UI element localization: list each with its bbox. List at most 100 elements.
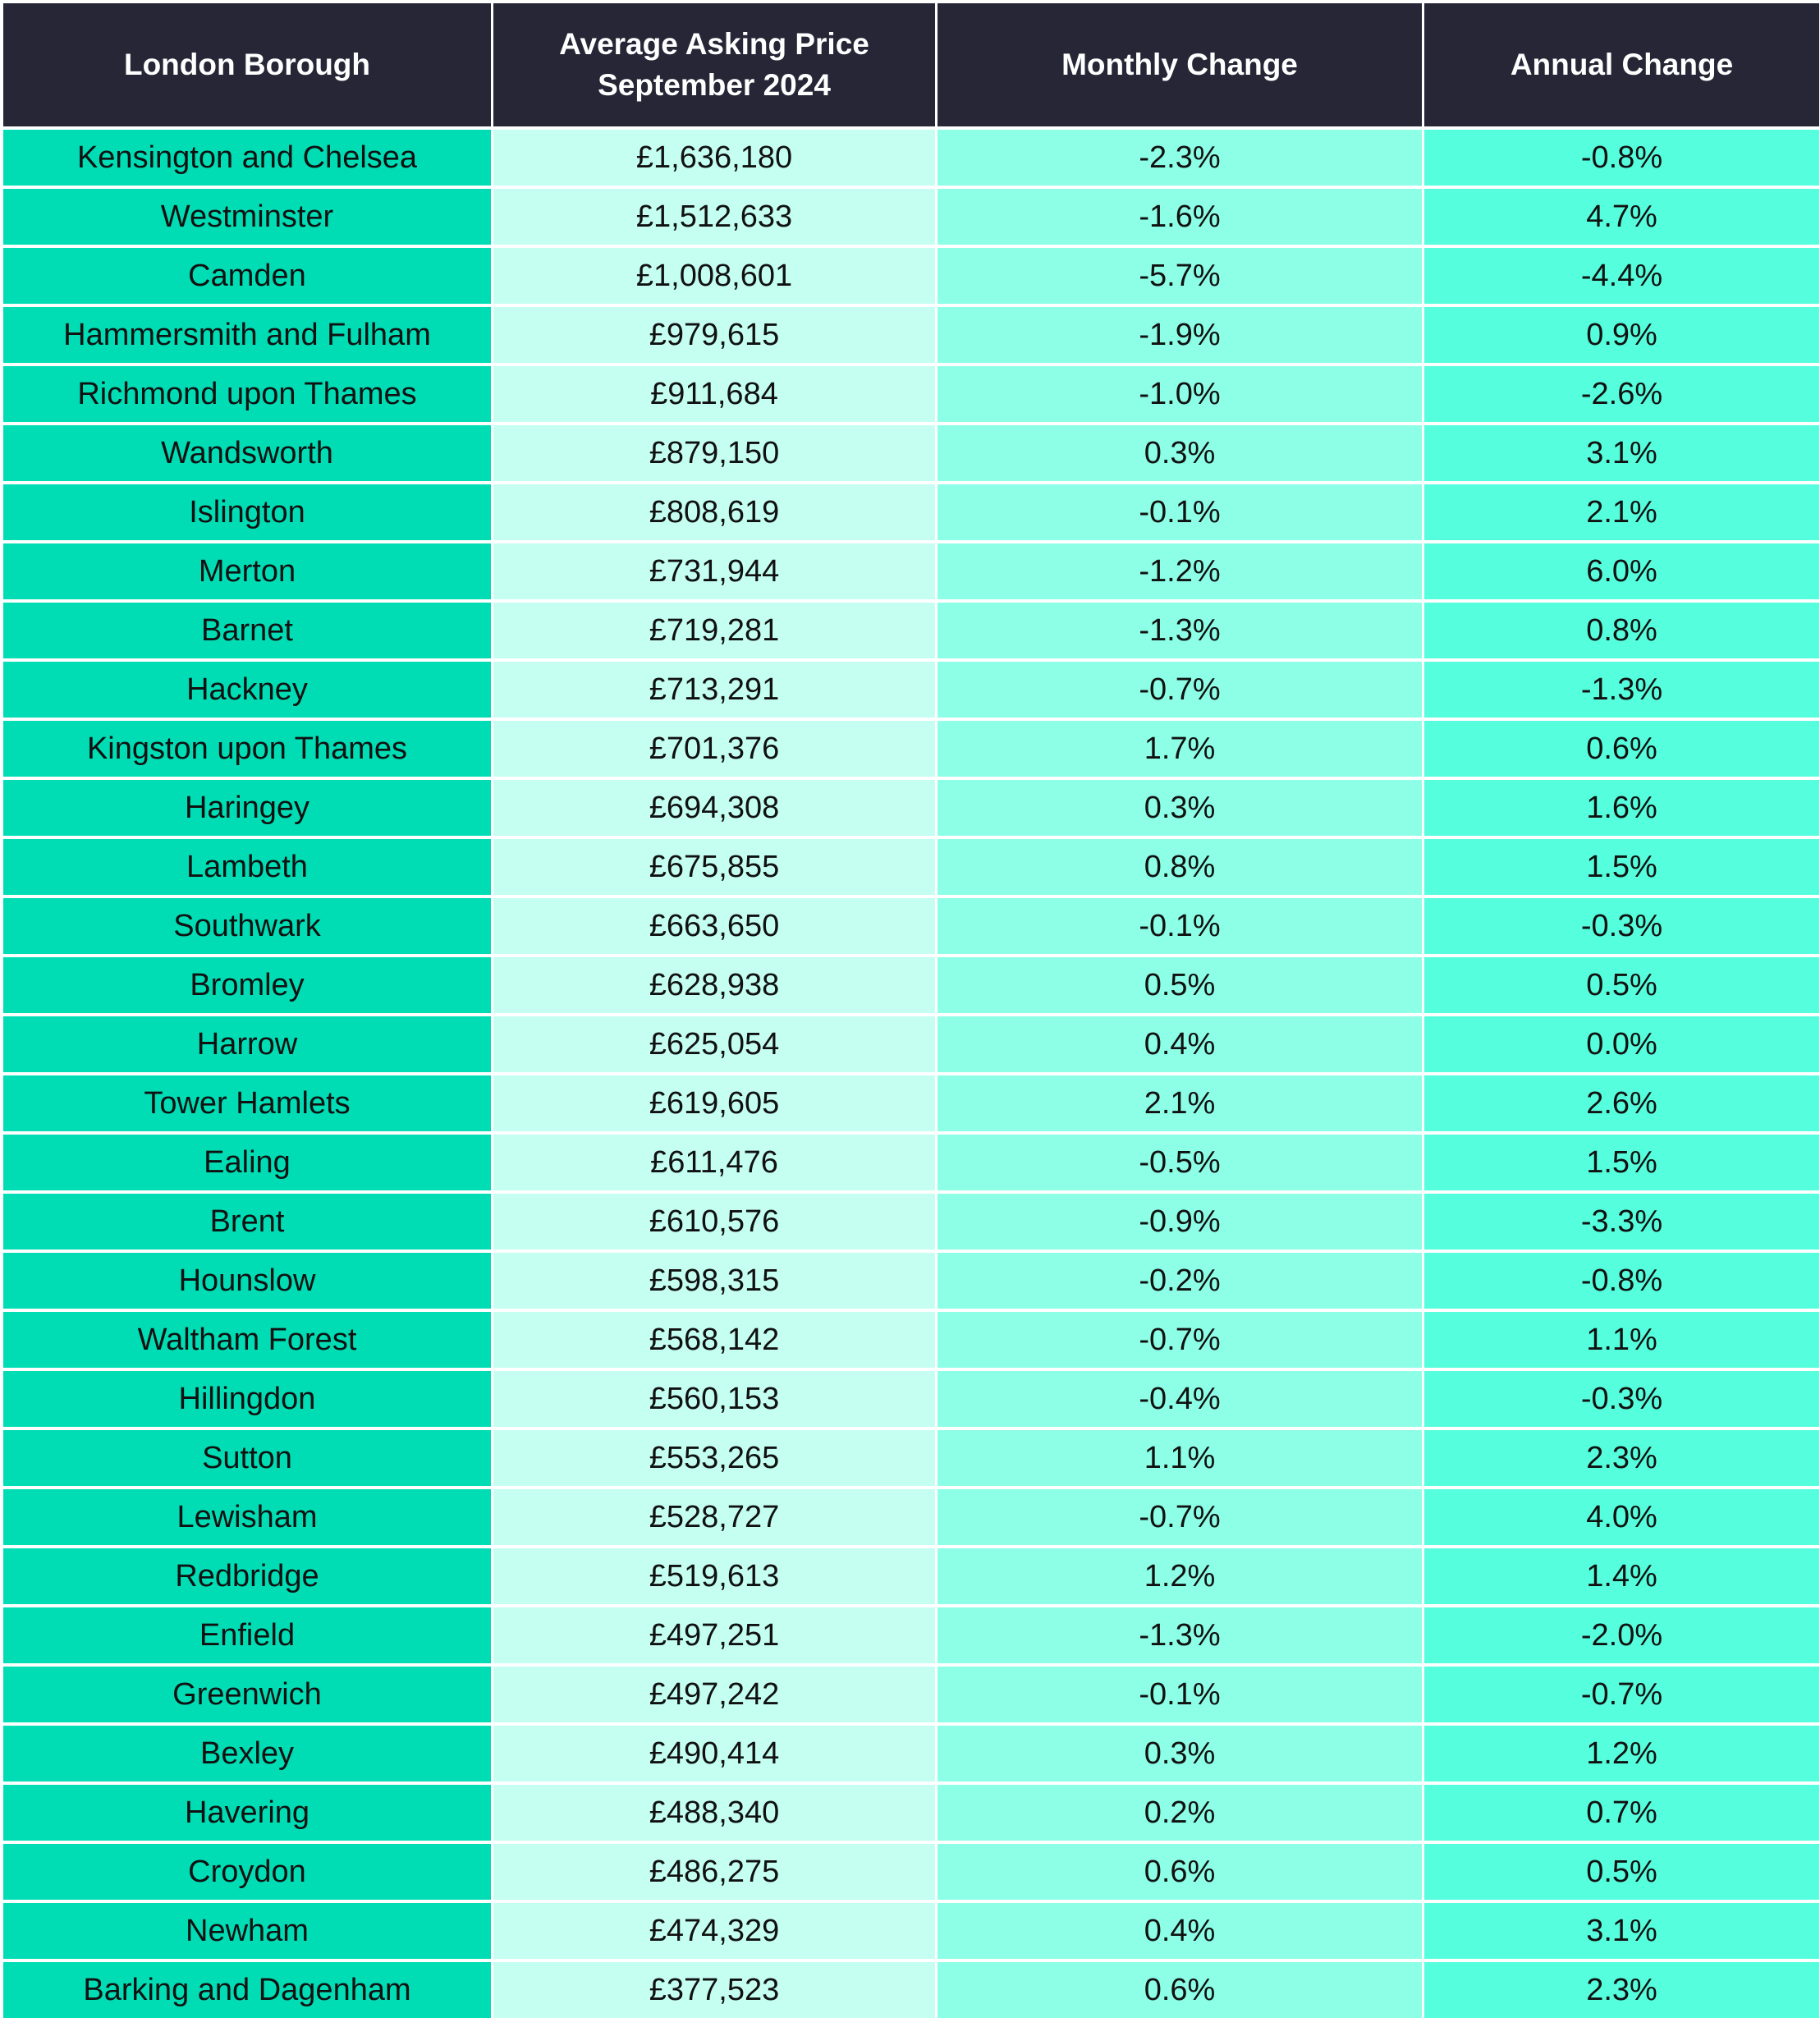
borough-cell: Islington (3, 484, 491, 540)
borough-cell: Southwark (3, 898, 491, 954)
monthly-change-cell: -0.1% (938, 1667, 1422, 1722)
price-cell: £694,308 (493, 780, 935, 836)
annual-change-cell: 6.0% (1424, 543, 1819, 599)
annual-change-cell: 2.6% (1424, 1075, 1819, 1131)
borough-cell: Bromley (3, 957, 491, 1013)
table-row: Bromley £628,938 0.5% 0.5% (3, 957, 1819, 1013)
header-borough: London Borough (3, 3, 491, 126)
table-row: Redbridge £519,613 1.2% 1.4% (3, 1548, 1819, 1604)
borough-cell: Ealing (3, 1135, 491, 1190)
borough-cell: Camden (3, 248, 491, 304)
borough-cell: Harrow (3, 1016, 491, 1072)
header-row: London Borough Average Asking Price Septe… (3, 3, 1819, 126)
borough-cell: Barking and Dagenham (3, 1962, 491, 2018)
table-row: Enfield £497,251 -1.3% -2.0% (3, 1607, 1819, 1663)
borough-cell: Bexley (3, 1726, 491, 1782)
annual-change-cell: 4.0% (1424, 1489, 1819, 1545)
table-row: Wandsworth £879,150 0.3% 3.1% (3, 425, 1819, 481)
borough-cell: Hammersmith and Fulham (3, 307, 491, 363)
monthly-change-cell: -0.1% (938, 898, 1422, 954)
table-row: Greenwich £497,242 -0.1% -0.7% (3, 1667, 1819, 1722)
borough-cell: Westminster (3, 189, 491, 245)
price-cell: £675,855 (493, 839, 935, 895)
annual-change-cell: -3.3% (1424, 1194, 1819, 1250)
monthly-change-cell: -2.3% (938, 130, 1422, 186)
annual-change-cell: -1.3% (1424, 662, 1819, 718)
borough-cell: Enfield (3, 1607, 491, 1663)
table-row: Islington £808,619 -0.1% 2.1% (3, 484, 1819, 540)
table-row: Bexley £490,414 0.3% 1.2% (3, 1726, 1819, 1782)
table-row: Kingston upon Thames £701,376 1.7% 0.6% (3, 721, 1819, 777)
annual-change-cell: -0.3% (1424, 898, 1819, 954)
table-row: Brent £610,576 -0.9% -3.3% (3, 1194, 1819, 1250)
price-cell: £488,340 (493, 1785, 935, 1841)
annual-change-cell: 0.8% (1424, 603, 1819, 658)
table-row: Kensington and Chelsea £1,636,180 -2.3% -0.… (3, 130, 1819, 186)
borough-cell: Waltham Forest (3, 1312, 491, 1368)
monthly-change-cell: 0.4% (938, 1903, 1422, 1959)
table-row: Barnet £719,281 -1.3% 0.8% (3, 603, 1819, 658)
price-cell: £663,650 (493, 898, 935, 954)
borough-cell: Sutton (3, 1430, 491, 1486)
monthly-change-cell: 0.5% (938, 957, 1422, 1013)
price-cell: £1,636,180 (493, 130, 935, 186)
table-row: Waltham Forest £568,142 -0.7% 1.1% (3, 1312, 1819, 1368)
price-cell: £553,265 (493, 1430, 935, 1486)
annual-change-cell: -0.8% (1424, 1253, 1819, 1309)
monthly-change-cell: 1.2% (938, 1548, 1422, 1604)
price-cell: £713,291 (493, 662, 935, 718)
table-row: Hounslow £598,315 -0.2% -0.8% (3, 1253, 1819, 1309)
annual-change-cell: -2.0% (1424, 1607, 1819, 1663)
table-row: Newham £474,329 0.4% 3.1% (3, 1903, 1819, 1959)
monthly-change-cell: 0.4% (938, 1016, 1422, 1072)
monthly-change-cell: 0.6% (938, 1844, 1422, 1900)
monthly-change-cell: -1.2% (938, 543, 1422, 599)
price-cell: £610,576 (493, 1194, 935, 1250)
header-monthly: Monthly Change (938, 3, 1422, 126)
price-cell: £611,476 (493, 1135, 935, 1190)
borough-cell: Lambeth (3, 839, 491, 895)
borough-cell: Greenwich (3, 1667, 491, 1722)
price-cell: £719,281 (493, 603, 935, 658)
monthly-change-cell: 0.6% (938, 1962, 1422, 2018)
borough-cell: Hillingdon (3, 1371, 491, 1427)
annual-change-cell: 1.2% (1424, 1726, 1819, 1782)
price-cell: £560,153 (493, 1371, 935, 1427)
table-row: Harrow £625,054 0.4% 0.0% (3, 1016, 1819, 1072)
table-row: Merton £731,944 -1.2% 6.0% (3, 543, 1819, 599)
price-cell: £1,512,633 (493, 189, 935, 245)
monthly-change-cell: -0.5% (938, 1135, 1422, 1190)
annual-change-cell: 2.3% (1424, 1962, 1819, 2018)
annual-change-cell: 0.0% (1424, 1016, 1819, 1072)
monthly-change-cell: -0.7% (938, 1489, 1422, 1545)
price-cell: £701,376 (493, 721, 935, 777)
annual-change-cell: 0.9% (1424, 307, 1819, 363)
borough-cell: Tower Hamlets (3, 1075, 491, 1131)
price-cell: £979,615 (493, 307, 935, 363)
price-cell: £1,008,601 (493, 248, 935, 304)
table-row: Hillingdon £560,153 -0.4% -0.3% (3, 1371, 1819, 1427)
annual-change-cell: 0.5% (1424, 1844, 1819, 1900)
annual-change-cell: 1.5% (1424, 1135, 1819, 1190)
price-cell: £731,944 (493, 543, 935, 599)
price-cell: £619,605 (493, 1075, 935, 1131)
monthly-change-cell: 1.1% (938, 1430, 1422, 1486)
annual-change-cell: -0.3% (1424, 1371, 1819, 1427)
annual-change-cell: 0.6% (1424, 721, 1819, 777)
monthly-change-cell: -0.9% (938, 1194, 1422, 1250)
table-row: Ealing £611,476 -0.5% 1.5% (3, 1135, 1819, 1190)
price-cell: £490,414 (493, 1726, 935, 1782)
table-row: Sutton £553,265 1.1% 2.3% (3, 1430, 1819, 1486)
annual-change-cell: 1.6% (1424, 780, 1819, 836)
monthly-change-cell: -0.4% (938, 1371, 1422, 1427)
table-row: Tower Hamlets £619,605 2.1% 2.6% (3, 1075, 1819, 1131)
borough-cell: Hounslow (3, 1253, 491, 1309)
monthly-change-cell: -1.3% (938, 1607, 1422, 1663)
table-row: Richmond upon Thames £911,684 -1.0% -2.6% (3, 366, 1819, 422)
monthly-change-cell: -5.7% (938, 248, 1422, 304)
monthly-change-cell: -1.9% (938, 307, 1422, 363)
monthly-change-cell: -0.2% (938, 1253, 1422, 1309)
annual-change-cell: -0.7% (1424, 1667, 1819, 1722)
monthly-change-cell: 0.3% (938, 1726, 1422, 1782)
table-row: Haringey £694,308 0.3% 1.6% (3, 780, 1819, 836)
